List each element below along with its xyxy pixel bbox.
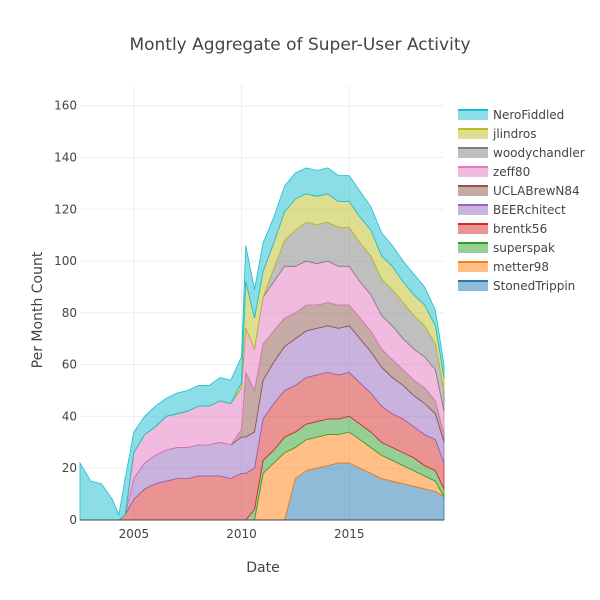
axes: 0 20 40 60 80 100 120 140 160 2005 2010 2015: [54, 99, 444, 541]
legend-item-metter98[interactable]: metter98: [458, 260, 549, 274]
legend-label: woodychandler: [493, 146, 585, 160]
y-tick-label: 20: [62, 461, 77, 475]
legend-item-nerofiddled[interactable]: NeroFiddled: [458, 108, 564, 122]
legend-item-stonedtrippin[interactable]: StonedTrippin: [458, 279, 575, 293]
legend-swatch: [458, 167, 488, 177]
legend-item-zeff80[interactable]: zeff80: [458, 165, 530, 179]
legend[interactable]: NeroFiddled jlindros woodychandler zeff80 UC…: [458, 108, 585, 293]
y-tick-label: 60: [62, 358, 77, 372]
legend-label: NeroFiddled: [493, 108, 564, 122]
area-nerofiddled[interactable]: [79, 167, 445, 521]
legend-swatch: [458, 224, 488, 234]
y-tick-label: 80: [62, 306, 77, 320]
x-tick-label: 2005: [119, 527, 150, 541]
legend-label: zeff80: [493, 165, 530, 179]
legend-swatch: [458, 186, 488, 196]
legend-label: StonedTrippin: [493, 279, 575, 293]
legend-swatch: [458, 129, 488, 139]
legend-label: brentk56: [493, 222, 547, 236]
legend-swatch: [458, 148, 488, 158]
y-tick-label: 40: [62, 409, 77, 423]
legend-label: metter98: [493, 260, 549, 274]
legend-label: jlindros: [492, 127, 537, 141]
legend-swatch: [458, 262, 488, 272]
legend-item-beerchitect[interactable]: BEERchitect: [458, 203, 566, 217]
stacked-areas: [79, 167, 446, 521]
chart-title: Montly Aggregate of Super-User Activity: [129, 35, 470, 55]
y-tick-label: 0: [69, 513, 77, 527]
x-tick-label: 2015: [334, 527, 365, 541]
legend-label: superspak: [493, 241, 555, 255]
x-axis-title: Date: [246, 560, 279, 576]
legend-swatch: [458, 243, 488, 253]
y-tick-label: 160: [54, 99, 77, 113]
legend-item-jlindros[interactable]: jlindros: [458, 127, 537, 141]
x-tick-label: 2010: [226, 527, 257, 541]
legend-item-superspak[interactable]: superspak: [458, 241, 555, 255]
y-tick-label: 140: [54, 151, 77, 165]
y-tick-label: 100: [54, 254, 77, 268]
legend-item-uclabrewn84[interactable]: UCLABrewN84: [458, 184, 580, 198]
legend-swatch: [458, 110, 488, 120]
y-axis-title: Per Month Count: [30, 251, 46, 368]
legend-swatch: [458, 281, 488, 291]
legend-label: BEERchitect: [493, 203, 566, 217]
y-tick-label: 120: [54, 202, 77, 216]
legend-item-woodychandler[interactable]: woodychandler: [458, 146, 585, 160]
legend-swatch: [458, 205, 488, 215]
legend-label: UCLABrewN84: [493, 184, 580, 198]
legend-item-brentk56[interactable]: brentk56: [458, 222, 547, 236]
